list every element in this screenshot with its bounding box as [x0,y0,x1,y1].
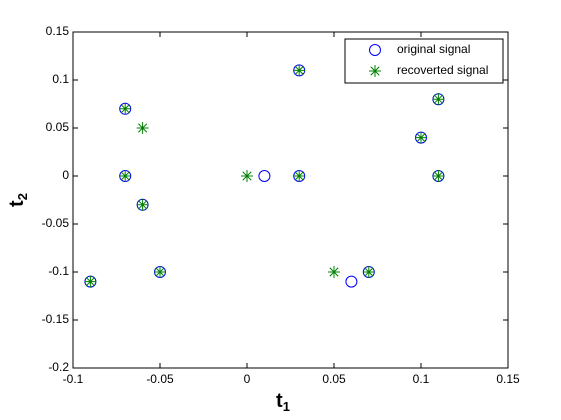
legend-marker [369,65,381,77]
point [258,170,271,182]
y-tick-label: -0.15 [42,312,70,326]
point [362,266,375,278]
x-tick-label: -0.1 [63,372,84,386]
y-tick-label: 0.05 [46,120,70,134]
y-tick-label: 0.15 [46,24,70,38]
point [136,198,149,211]
x-axis-label-subscript: 1 [283,399,290,414]
x-tick-label: -0.05 [146,372,174,386]
x-axis-label-text: t [276,390,283,412]
y-tick-label: 0 [62,168,69,182]
y-tick-label: -0.05 [42,216,70,230]
y-axis-label-subscript: 2 [15,193,30,200]
x-tick-label: 0 [244,372,251,386]
point [432,93,445,106]
y-axis-label: t2 [6,193,30,207]
point [154,266,166,278]
y-tick-label: -0.2 [48,360,69,374]
y-axis-label-text: t [6,200,28,207]
y-tick-label: -0.1 [48,264,69,278]
point [119,102,132,115]
point [241,170,253,182]
y-tick-label: 0.1 [52,72,69,86]
point [293,170,306,182]
legend-label: recoverted signal [397,63,488,77]
point [84,275,97,288]
x-axis-label: t1 [276,390,290,414]
point [415,131,427,144]
point [136,122,149,134]
x-tick-label: 0.15 [496,372,520,386]
point [432,170,445,182]
point [119,170,132,182]
point [345,275,358,288]
x-tick-label: 0.05 [322,372,346,386]
point [293,64,306,77]
point [328,266,340,278]
x-tick-label: 0.1 [413,372,430,386]
legend-label: original signal [397,42,470,56]
legend-marker [369,44,381,56]
